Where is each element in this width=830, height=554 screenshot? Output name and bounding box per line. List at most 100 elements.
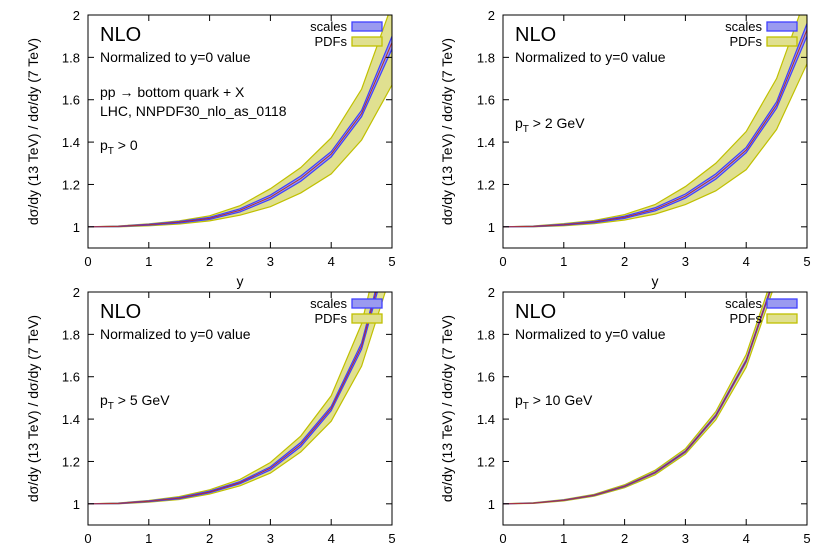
pt-cut-value: > 5 GeV — [114, 392, 170, 408]
legend-swatch-scales — [351, 298, 383, 309]
band-scales — [88, 292, 379, 505]
panel-note: pp → bottom quark + X — [100, 84, 245, 100]
y-tick-label: 1.6 — [62, 93, 80, 108]
chart-panel-2: 0 1 2 3 4 5 1 1.2 1.4 1.6 1.8 2 y dσ/dy (13 TeV) / dσ… — [439, 8, 811, 289]
x-tick-label: 5 — [803, 254, 810, 269]
x-tick-label: 4 — [328, 254, 335, 269]
panel-subtitle: Normalized to y=0 value — [515, 326, 666, 342]
central-line — [88, 292, 377, 505]
panel-label: NLO — [515, 301, 556, 323]
x-tick-label: 2 — [206, 254, 213, 269]
y-axis-label: dσ/dy (13 TeV) / dσ/dy (7 TeV) — [439, 38, 455, 225]
pt-cut-value: > 2 GeV — [529, 115, 585, 131]
x-axis-label: y — [652, 273, 659, 289]
x-tick-label: 2 — [621, 531, 628, 546]
legend-label-scales: scales — [310, 19, 347, 34]
x-tick-label: 1 — [560, 531, 567, 546]
x-tick-label: 2 — [206, 531, 213, 546]
y-axis-label: dσ/dy (13 TeV) / dσ/dy (7 TeV) — [25, 315, 41, 502]
legend-swatch-scales — [766, 21, 798, 32]
y-tick-label: 1.8 — [477, 327, 495, 342]
y-tick-label: 1.6 — [477, 93, 495, 108]
y-tick-label: 1 — [73, 497, 80, 512]
x-tick-label: 1 — [145, 531, 152, 546]
y-tick-label: 2 — [73, 8, 80, 23]
pt-symbol: p — [100, 137, 108, 153]
chart-panel-1: 0 1 2 3 4 5 1 1.2 1.4 1.6 1.8 2 y dσ/dy (13 TeV) / dσ… — [25, 8, 396, 289]
band-pdfs — [88, 15, 392, 228]
y-tick-label: 1.6 — [477, 370, 495, 385]
central-line — [503, 292, 771, 505]
pt-symbol: p — [515, 392, 523, 408]
pt-cut-value: > 10 GeV — [529, 392, 593, 408]
panel-label: NLO — [100, 301, 141, 323]
x-tick-label: 4 — [743, 254, 750, 269]
pt-subscript: T — [523, 401, 529, 412]
legend-swatch-pdfs — [766, 313, 798, 324]
pt-symbol: p — [515, 115, 523, 131]
pt-subscript: T — [108, 146, 114, 157]
y-tick-label: 1 — [488, 497, 495, 512]
legend-swatch-scales — [351, 21, 383, 32]
legend-label-scales: scales — [725, 296, 762, 311]
y-axis-label: dσ/dy (13 TeV) / dσ/dy (7 TeV) — [439, 315, 455, 502]
y-tick-label: 1 — [488, 220, 495, 235]
panel-subtitle: Normalized to y=0 value — [100, 49, 251, 65]
legend-label-pdfs: PDFs — [315, 311, 348, 326]
x-axis-label: y — [237, 550, 244, 554]
x-tick-label: 5 — [803, 531, 810, 546]
y-tick-label: 1.4 — [62, 135, 80, 150]
pt-subscript: T — [523, 124, 529, 135]
band-pdfs — [88, 292, 386, 505]
x-tick-label: 5 — [388, 531, 395, 546]
y-tick-label: 1.2 — [62, 454, 80, 469]
x-tick-label: 4 — [743, 531, 750, 546]
panel-label: NLO — [515, 24, 556, 46]
central-line — [503, 29, 807, 228]
x-axis-label: y — [237, 273, 244, 289]
x-tick-label: 3 — [682, 254, 689, 269]
y-tick-label: 1.8 — [62, 327, 80, 342]
band-pdfs — [503, 292, 773, 505]
x-tick-label: 4 — [328, 531, 335, 546]
panel-note: LHC, NNPDF30_nlo_as_0118 — [100, 103, 287, 119]
y-axis-label: dσ/dy (13 TeV) / dσ/dy (7 TeV) — [25, 38, 41, 225]
x-tick-label: 1 — [560, 254, 567, 269]
panel-subtitle: Normalized to y=0 value — [100, 326, 251, 342]
pt-subscript: T — [108, 401, 114, 412]
pt-cut-label: pT > 10 GeV — [515, 392, 593, 412]
band-scales — [503, 23, 807, 228]
legend-label-pdfs: PDFs — [730, 34, 763, 49]
x-tick-label: 0 — [499, 254, 506, 269]
y-tick-label: 1.4 — [477, 135, 495, 150]
plot-frame — [502, 14, 808, 249]
x-tick-label: 0 — [499, 531, 506, 546]
legend-label-scales: scales — [310, 296, 347, 311]
panel-subtitle: Normalized to y=0 value — [515, 49, 666, 65]
x-tick-label: 1 — [145, 254, 152, 269]
y-tick-label: 1.2 — [477, 454, 495, 469]
pt-cut-value: > 0 — [114, 137, 138, 153]
pt-cut-label: pT > 5 GeV — [100, 392, 170, 412]
x-tick-label: 2 — [621, 254, 628, 269]
plot-frame — [502, 291, 808, 526]
y-tick-label: 2 — [73, 285, 80, 300]
legend-label-pdfs: PDFs — [730, 311, 763, 326]
pt-cut-label: pT > 2 GeV — [515, 115, 585, 135]
band-scales — [88, 35, 392, 228]
y-tick-label: 1.2 — [477, 177, 495, 192]
y-tick-label: 2 — [488, 8, 495, 23]
legend-label-scales: scales — [725, 19, 762, 34]
x-tick-label: 0 — [84, 531, 91, 546]
y-tick-label: 1.8 — [62, 50, 80, 65]
chart-panel-4: 0 1 2 3 4 5 1 1.2 1.4 1.6 1.8 2 y dσ/dy (13 TeV) / dσ… — [439, 285, 811, 554]
legend-label-pdfs: PDFs — [315, 34, 348, 49]
pt-cut-label: pT > 0 — [100, 137, 138, 157]
y-tick-label: 1.6 — [62, 370, 80, 385]
y-tick-label: 1.4 — [477, 412, 495, 427]
y-tick-label: 1.8 — [477, 50, 495, 65]
plot-frame — [87, 291, 393, 526]
y-tick-label: 1.2 — [62, 177, 80, 192]
